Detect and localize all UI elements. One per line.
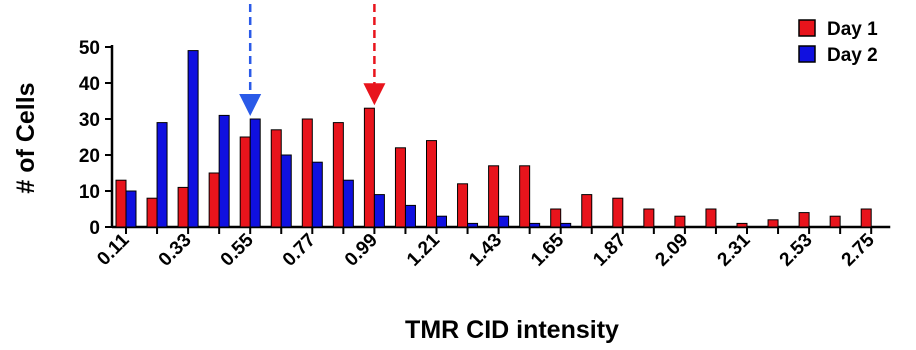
bar-day-2-0.22 [156,122,168,228]
legend-swatch-day-1 [798,19,816,37]
legend-swatch-day-2 [798,45,816,63]
bar-day-2-0.99 [373,194,385,228]
bar-day-1-1.76 [581,194,593,228]
x-tick-label: 2.53 [776,230,817,271]
bar-day-2-0.44 [218,114,230,228]
bar-day-2-1.10 [404,204,416,228]
legend-label-day-2: Day 2 [827,45,878,66]
bar-day-1-0.77 [301,118,313,228]
y-tick-label: 30 [79,110,100,131]
bar-day-1-1.87 [612,197,624,228]
bar-day-2-1.21 [436,215,447,228]
bar-day-1-0.99 [363,107,375,228]
bar-day-1-2.42 [767,219,779,228]
x-tick-label: 1.43 [465,230,506,271]
x-tick-label: 2.31 [714,229,755,270]
x-tick-label: 1.87 [589,230,630,271]
bar-day-2-0.66 [280,154,292,228]
bar-day-2-1.65 [560,222,572,228]
bar-day-1-1.98 [643,208,655,228]
bar-day-1-0.33 [177,186,189,228]
x-tick-label: 0.77 [279,230,320,271]
bar-day-1-1.65 [550,208,562,228]
x-tick-label: 0.99 [341,230,382,271]
x-tick-label: 1.65 [527,229,568,270]
y-tick-label: 0 [89,218,100,239]
y-tick-label: 10 [79,182,100,203]
bar-day-1-0.66 [270,129,282,228]
y-tick-label: 50 [79,38,100,59]
bar-day-1-1.32 [457,183,469,228]
bar-day-1-2.20 [705,208,717,228]
x-tick-label: 2.09 [651,230,692,271]
bar-day-1-1.43 [488,165,500,228]
annotation-arrow-head [363,83,386,106]
bar-day-1-0.88 [332,122,344,228]
bar-day-1-0.22 [146,197,158,228]
bar-day-1-2.31 [736,222,748,228]
bar-day-2-0.55 [249,118,261,228]
y-axis-label: # of Cells [12,82,40,193]
bar-day-1-0.44 [208,172,220,228]
bar-day-1-0.11 [115,179,127,228]
legend-label-day-1: Day 1 [827,19,878,40]
bar-day-1-2.09 [674,215,686,228]
bar-day-2-0.33 [187,50,199,228]
x-tick-label: 2.75 [838,229,879,270]
x-axis-label: TMR CID intensity [405,316,619,344]
bar-day-1-1.10 [394,147,406,228]
bar-day-1-2.75 [860,208,872,228]
annotation-arrow-head [239,94,262,116]
y-tick-label: 40 [79,74,100,95]
annotation-arrows [239,4,386,116]
bar-day-2-0.77 [311,161,323,228]
bar-day-2-1.43 [498,215,510,228]
bar-day-2-0.11 [125,190,137,228]
bar-day-2-1.32 [467,222,479,228]
bars [115,50,872,228]
bar-day-1-1.21 [426,140,437,228]
x-tick-label: 0.55 [217,229,258,270]
bar-day-1-1.54 [519,165,531,228]
x-tick-label: 0.33 [155,230,196,271]
bar-day-2-0.88 [342,179,354,228]
bar-day-2-1.54 [529,222,541,228]
y-tick-label: 20 [79,146,100,167]
bar-day-1-0.55 [239,136,251,228]
x-tick-label: 1.21 [403,229,444,270]
legend: Day 1 Day 2 [798,19,878,66]
bar-day-1-2.53 [798,212,810,228]
bar-day-1-2.64 [829,215,841,228]
